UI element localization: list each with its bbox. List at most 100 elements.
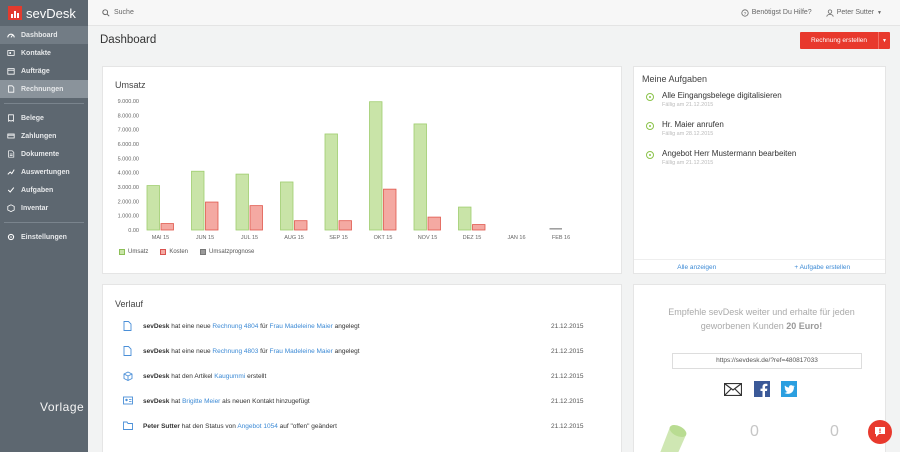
history-pre: hat den Artikel bbox=[171, 372, 213, 380]
history-date: 21.12.2015 bbox=[551, 347, 584, 355]
history-text: sevDesk hat Brigitte Meier als neuen Kon… bbox=[143, 398, 310, 405]
legend-swatch bbox=[160, 249, 167, 255]
user-menu[interactable]: Peter Sutter ▼ bbox=[826, 8, 882, 17]
chevron-down-icon[interactable]: ▼ bbox=[878, 32, 890, 49]
chat-button[interactable] bbox=[868, 420, 892, 444]
bar-umsatzprognose[interactable] bbox=[549, 228, 563, 230]
history-pre: hat eine neue bbox=[171, 322, 211, 330]
document-icon bbox=[123, 346, 133, 356]
svg-text:?: ? bbox=[743, 11, 746, 17]
history-link[interactable]: Kaugummi bbox=[214, 372, 246, 380]
sidebar-item-2[interactable]: Aufträge bbox=[0, 62, 88, 80]
task-item[interactable]: Hr. Maier anrufen Fällig am 28.12.2015 bbox=[646, 120, 724, 137]
sidebar-item-3[interactable]: Rechnungen bbox=[0, 80, 88, 98]
bar-kosten[interactable] bbox=[205, 201, 219, 231]
task-due: Fällig am 21.12.2015 bbox=[662, 160, 714, 166]
search-field[interactable]: Suche bbox=[102, 8, 402, 17]
history-post: auf "offen" geändert bbox=[279, 422, 337, 430]
sidebar-divider bbox=[4, 222, 84, 223]
x-tick-label: MAI 15 bbox=[152, 235, 169, 241]
sidebar-item-0[interactable]: Dashboard bbox=[0, 26, 88, 44]
referral-link-field[interactable]: https://sevdesk.de/?ref=480817033 bbox=[672, 353, 862, 369]
megaphone-icon bbox=[660, 425, 687, 452]
sidebar-item-9[interactable]: Inventar bbox=[0, 199, 88, 217]
history-link[interactable]: Frau Madeleine Maier bbox=[269, 322, 333, 330]
history-row: Peter Sutter hat den Status von Angebot … bbox=[123, 420, 611, 432]
task-item[interactable]: Angebot Herr Mustermann bearbeiten Fällig… bbox=[646, 149, 796, 166]
new-invoice-label: Rechnung erstellen bbox=[810, 37, 867, 44]
task-title: Hr. Maier anrufen bbox=[662, 120, 724, 129]
sidebar-item-4[interactable]: Belege bbox=[0, 109, 88, 127]
bar-umsatz[interactable] bbox=[413, 123, 427, 231]
legend-item[interactable]: Umsatz bbox=[119, 249, 148, 255]
task-title: Angebot Herr Mustermann bearbeiten bbox=[662, 149, 797, 158]
task-checkbox[interactable] bbox=[646, 151, 654, 159]
bar-kosten[interactable] bbox=[294, 220, 308, 231]
history-link[interactable]: Rechnung 4804 bbox=[212, 322, 259, 330]
inventory-icon bbox=[7, 204, 15, 213]
sidebar-item-1[interactable]: Kontakte bbox=[0, 44, 88, 62]
show-all-tasks-link[interactable]: Alle anzeigen bbox=[677, 264, 717, 271]
history-text: sevDesk hat eine neue Rechnung 4804 für … bbox=[143, 323, 360, 330]
payments-icon bbox=[7, 132, 15, 140]
history-link[interactable]: Rechnung 4803 bbox=[212, 347, 259, 355]
history-row: sevDesk hat den Artikel Kaugummi erstell… bbox=[123, 370, 611, 382]
history-link[interactable]: Brigitte Meier bbox=[182, 397, 221, 405]
bar-kosten[interactable] bbox=[249, 205, 263, 231]
bar-kosten[interactable] bbox=[338, 220, 352, 231]
referral-message: Empfehle sevDesk weiter und erhalte für … bbox=[668, 307, 855, 331]
orders-icon bbox=[7, 67, 15, 75]
sidebar-item-label: Rechnungen bbox=[21, 85, 64, 93]
legend-item[interactable]: Kosten bbox=[160, 249, 188, 255]
bar-kosten[interactable] bbox=[472, 224, 486, 231]
history-pre: hat bbox=[171, 397, 181, 405]
sidebar-item-6[interactable]: Dokumente bbox=[0, 145, 88, 163]
task-due: Fällig am 28.12.2015 bbox=[662, 131, 714, 137]
add-task-link[interactable]: + Aufgabe erstellen bbox=[794, 264, 851, 271]
task-checkbox[interactable] bbox=[646, 122, 654, 130]
bar-umsatz[interactable] bbox=[280, 181, 294, 231]
y-tick-label: 2.000.00 bbox=[118, 199, 139, 205]
email-share-icon[interactable] bbox=[724, 381, 742, 397]
bar-kosten[interactable] bbox=[427, 216, 441, 231]
task-item[interactable]: Alle Eingangsbelege digitalisieren Fällig… bbox=[646, 91, 782, 108]
y-tick-label: 6.000.00 bbox=[118, 142, 139, 148]
bar-umsatz[interactable] bbox=[146, 185, 160, 231]
sidebar-item-5[interactable]: Zahlungen bbox=[0, 127, 88, 145]
legend-item[interactable]: Umsatzprognose bbox=[200, 249, 254, 255]
help-link[interactable]: ? Benötigst Du Hilfe? bbox=[741, 8, 812, 17]
bar-umsatz[interactable] bbox=[235, 173, 249, 231]
logo-text: sevDesk bbox=[26, 5, 76, 21]
new-invoice-button[interactable]: Rechnung erstellen ▼ bbox=[800, 32, 890, 49]
task-checkbox[interactable] bbox=[646, 93, 654, 101]
settings-icon bbox=[7, 233, 15, 241]
logo[interactable]: sevDesk bbox=[0, 0, 88, 26]
history-link[interactable]: Frau Madeleine Maier bbox=[269, 347, 333, 355]
history-mid: für bbox=[260, 322, 268, 330]
sidebar-item-10[interactable]: Einstellungen bbox=[0, 228, 88, 246]
page-title: Dashboard bbox=[100, 34, 157, 46]
history-link[interactable]: Angebot 1054 bbox=[237, 422, 278, 430]
bar-umsatz[interactable] bbox=[458, 206, 472, 231]
y-tick-label: 0.00 bbox=[128, 228, 139, 234]
facebook-icon[interactable] bbox=[753, 381, 771, 397]
bar-kosten[interactable] bbox=[160, 223, 174, 231]
sidebar-item-label: Zahlungen bbox=[21, 132, 57, 140]
bar-umsatz[interactable] bbox=[369, 101, 383, 231]
twitter-icon[interactable] bbox=[780, 381, 798, 397]
task-content: Angebot Herr Mustermann bearbeiten Fällig… bbox=[662, 149, 796, 166]
tasks-icon bbox=[7, 186, 15, 194]
y-tick-label: 9.000.00 bbox=[118, 99, 139, 105]
contacts-icon bbox=[7, 49, 15, 57]
bar-umsatz[interactable] bbox=[324, 133, 338, 231]
history-pre: hat den Status von bbox=[181, 422, 236, 430]
referral-count-left: 0 bbox=[750, 423, 759, 440]
bar-umsatz[interactable] bbox=[191, 170, 205, 231]
sidebar-item-8[interactable]: Aufgaben bbox=[0, 181, 88, 199]
bar-kosten[interactable] bbox=[383, 188, 397, 231]
x-tick-label: AUG 15 bbox=[284, 235, 304, 241]
legend-label: Umsatz bbox=[128, 249, 149, 255]
sidebar-item-7[interactable]: Auswertungen bbox=[0, 163, 88, 181]
tasks-footer: Alle anzeigen + Aufgabe erstellen bbox=[634, 259, 885, 275]
sidebar-item-label: Dokumente bbox=[21, 150, 60, 158]
